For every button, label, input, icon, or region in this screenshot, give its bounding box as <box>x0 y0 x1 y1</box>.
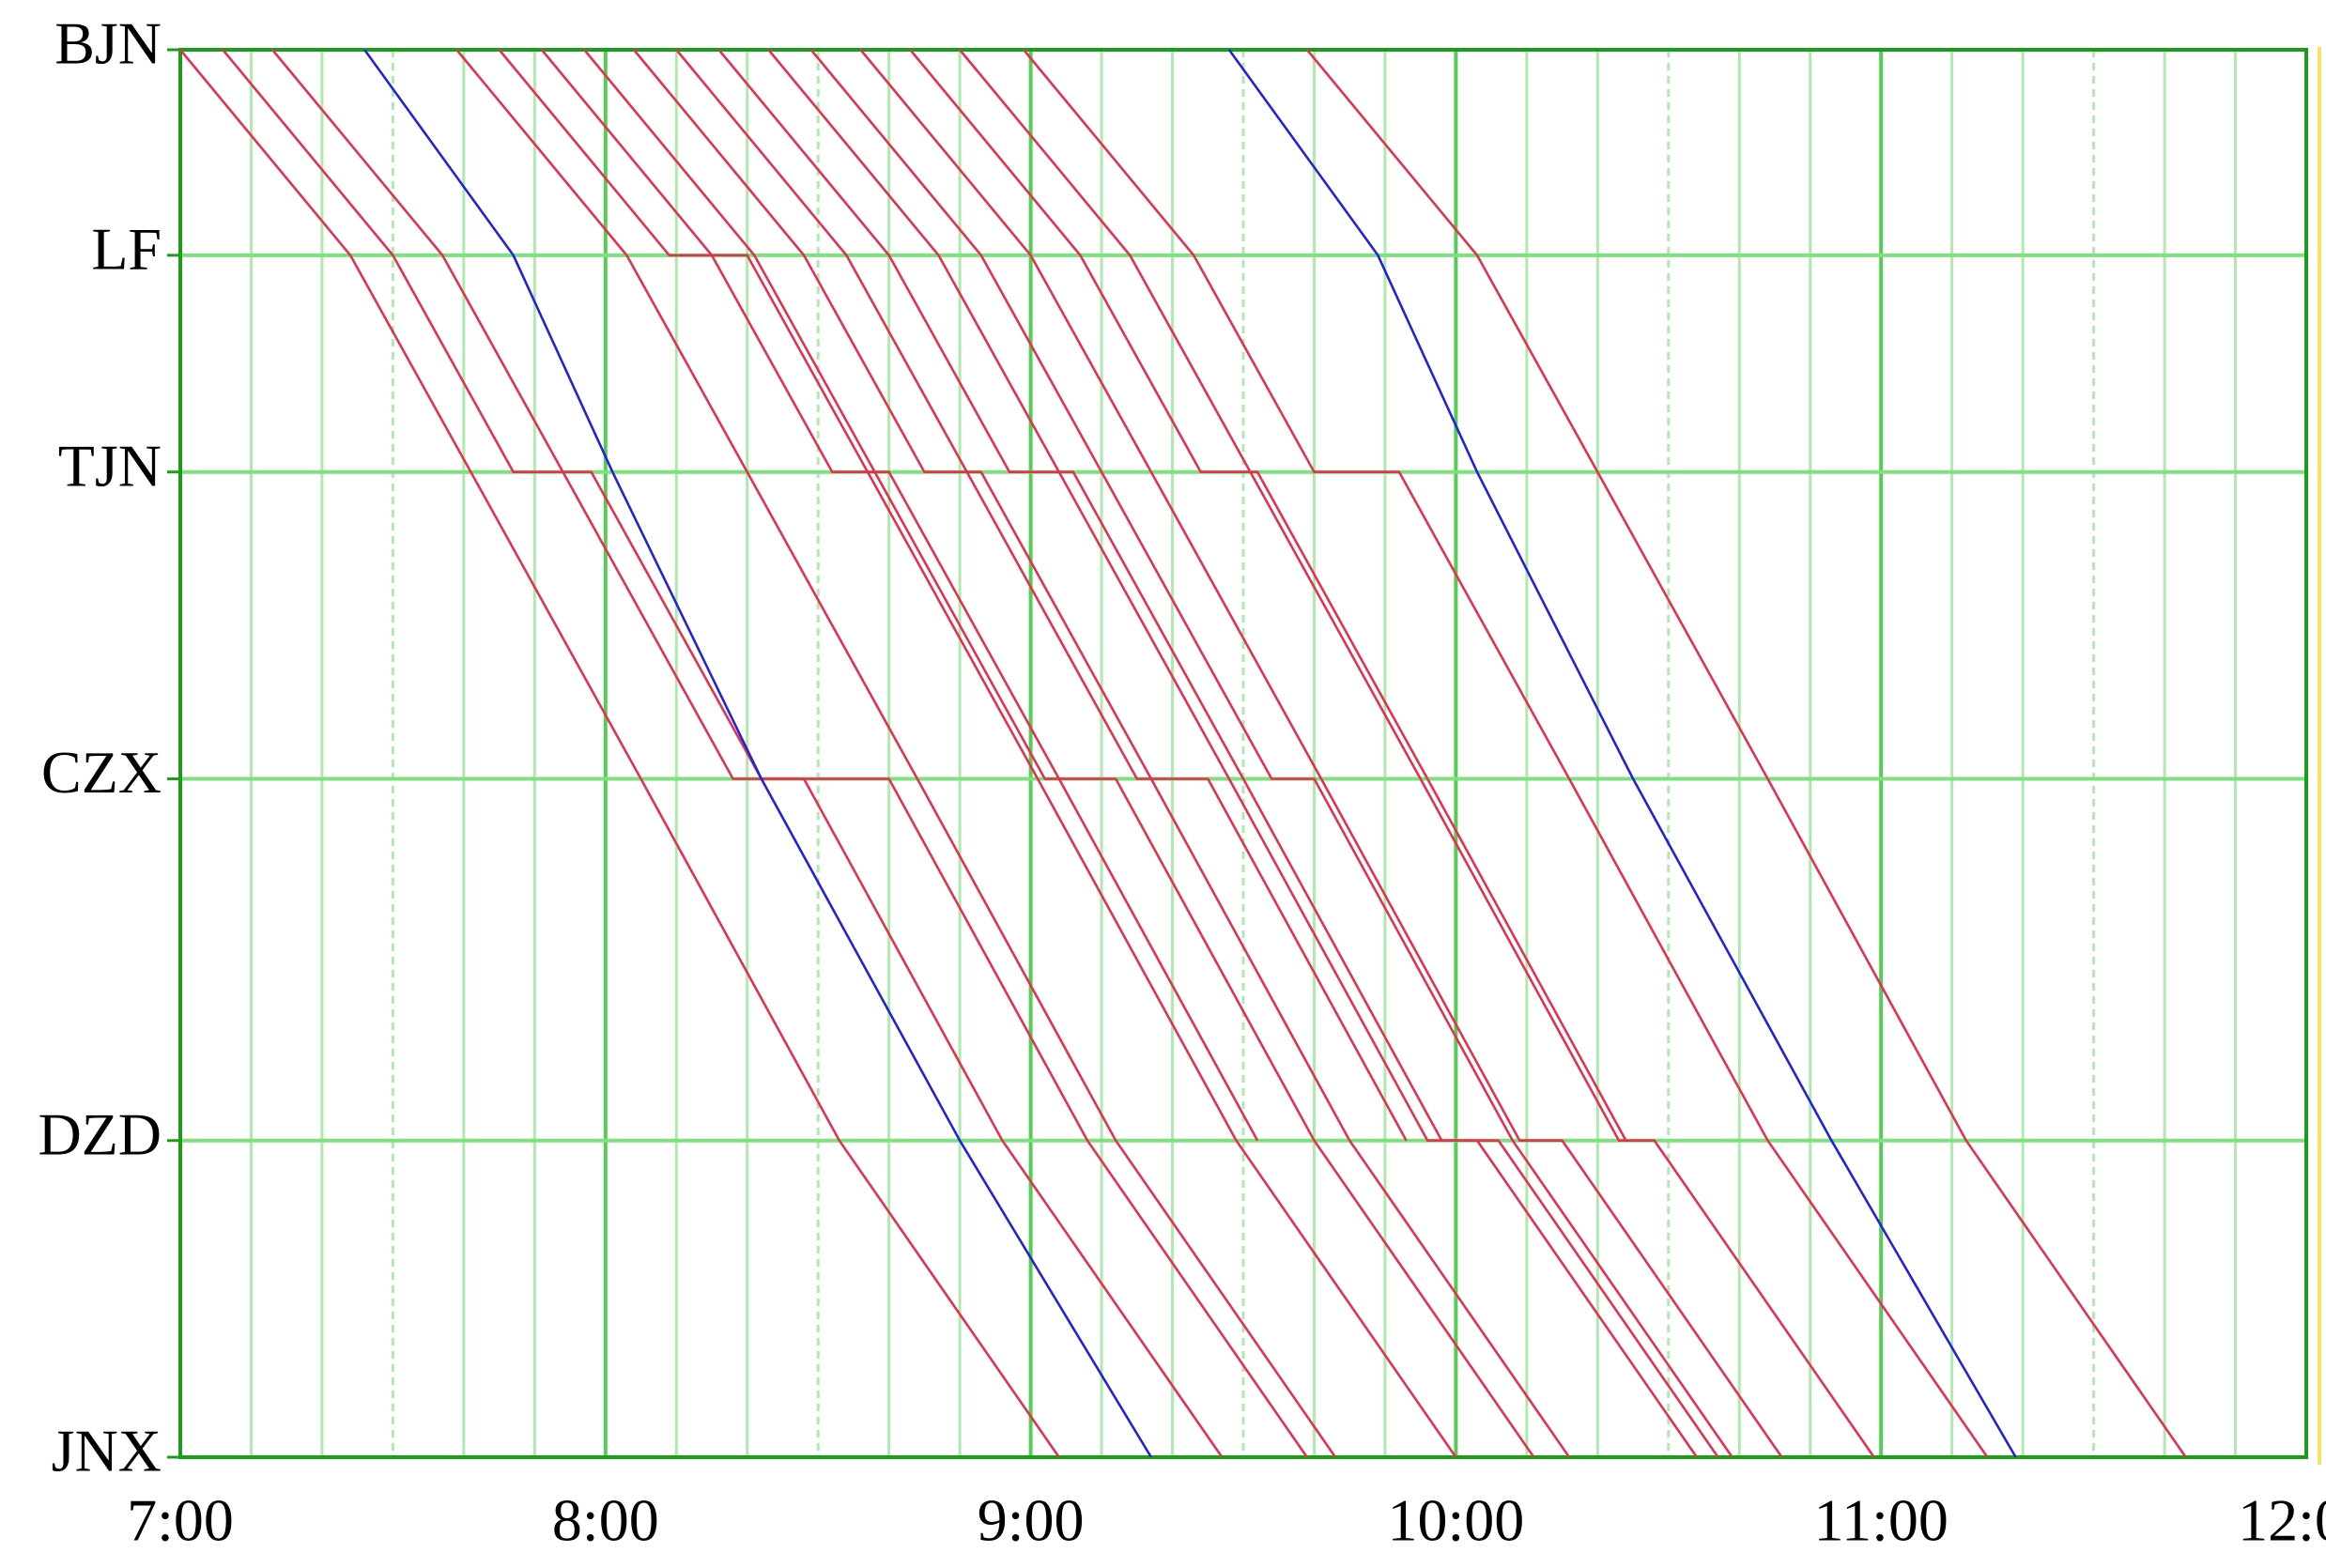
train-path <box>1305 49 2187 1458</box>
train-path <box>909 49 1627 1142</box>
train-path <box>767 49 1719 1458</box>
y-tick-label: JNX <box>52 1418 162 1484</box>
y-tick-label: BJN <box>54 10 162 77</box>
x-tick-label: 8:00 <box>552 1487 659 1554</box>
y-tick-label: CZX <box>41 739 162 806</box>
x-tick-label: 9:00 <box>978 1487 1085 1554</box>
plot-frame <box>178 48 2308 1459</box>
train-path <box>583 49 1535 1458</box>
train-path <box>859 49 1783 1458</box>
train-path <box>363 49 1153 1458</box>
x-tick-label: 12:00 <box>2238 1487 2326 1554</box>
train-path <box>1227 49 2017 1458</box>
y-tick-label: TJN <box>58 432 162 499</box>
train-path <box>1023 49 1989 1458</box>
train-path <box>540 49 1259 1142</box>
train-path <box>675 49 1408 1142</box>
train-path <box>809 49 1733 1458</box>
train-path <box>632 49 1571 1458</box>
train-path <box>222 49 1224 1458</box>
y-tick-label: DZD <box>38 1100 162 1167</box>
train-path <box>271 49 1308 1458</box>
train-path <box>455 49 1337 1458</box>
x-tick-label: 11:00 <box>1813 1487 1948 1554</box>
train-path <box>178 49 1060 1458</box>
x-tick-label: 7:00 <box>127 1487 234 1554</box>
x-tick-label: 10:00 <box>1388 1487 1525 1554</box>
y-tick-label: LF <box>91 216 162 283</box>
train-path <box>959 49 1875 1458</box>
